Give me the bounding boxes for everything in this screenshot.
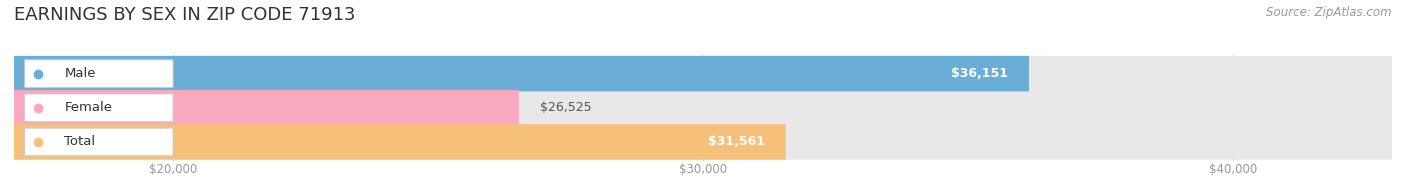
FancyBboxPatch shape xyxy=(25,60,173,87)
Text: EARNINGS BY SEX IN ZIP CODE 71913: EARNINGS BY SEX IN ZIP CODE 71913 xyxy=(14,6,356,24)
Text: Total: Total xyxy=(65,135,96,148)
Text: Female: Female xyxy=(65,101,112,114)
FancyBboxPatch shape xyxy=(25,94,173,122)
FancyBboxPatch shape xyxy=(14,56,1392,91)
Text: Source: ZipAtlas.com: Source: ZipAtlas.com xyxy=(1267,6,1392,19)
FancyBboxPatch shape xyxy=(14,124,786,160)
FancyBboxPatch shape xyxy=(25,128,173,156)
FancyBboxPatch shape xyxy=(14,90,519,126)
Text: Male: Male xyxy=(65,67,96,80)
FancyBboxPatch shape xyxy=(14,56,1029,91)
Text: $31,561: $31,561 xyxy=(707,135,765,148)
Text: $36,151: $36,151 xyxy=(950,67,1008,80)
Text: $26,525: $26,525 xyxy=(540,101,592,114)
FancyBboxPatch shape xyxy=(14,90,1392,126)
FancyBboxPatch shape xyxy=(14,124,1392,160)
